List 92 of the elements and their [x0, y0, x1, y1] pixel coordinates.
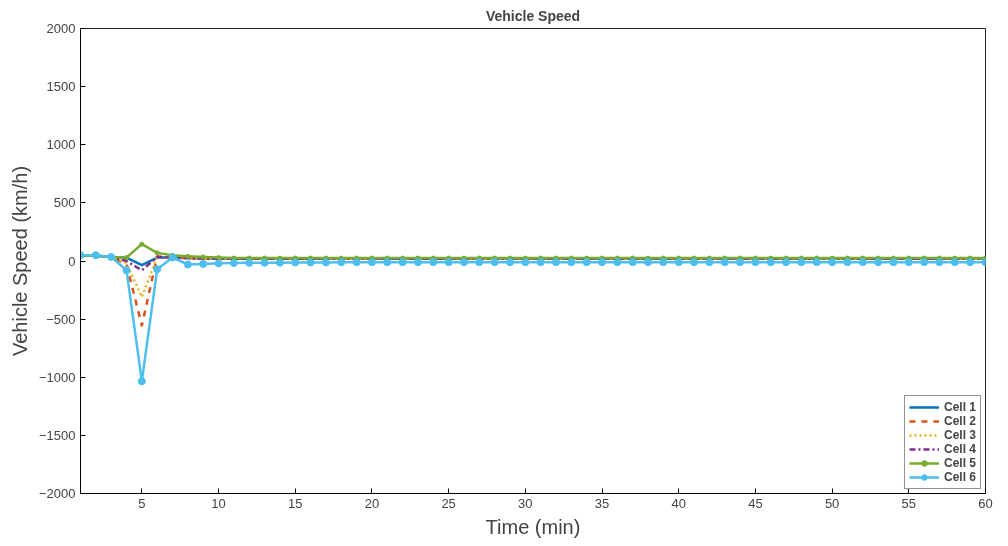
legend-label: Cell 6 [943, 470, 976, 484]
y-tick-label: 2000 [46, 21, 76, 36]
x-tick-label: 30 [518, 495, 533, 511]
point [659, 258, 668, 267]
y-tick-label: 0 [68, 253, 76, 269]
point [124, 255, 130, 261]
point [153, 265, 162, 274]
point [828, 258, 837, 267]
legend-label: Cell 3 [943, 428, 976, 442]
point [690, 258, 699, 267]
y-tick-label: 1000 [46, 137, 76, 153]
point [812, 258, 821, 267]
point [168, 253, 177, 262]
y-tick-label: −1500 [38, 427, 76, 443]
x-tick-label: 15 [288, 495, 303, 511]
point [337, 258, 346, 267]
point [644, 258, 653, 267]
point [245, 258, 254, 267]
x-tick-label: 50 [824, 495, 840, 511]
point [291, 258, 300, 267]
point [613, 258, 622, 267]
point [413, 258, 422, 267]
point [490, 258, 499, 267]
x-tick-label: 25 [441, 495, 456, 511]
point [598, 258, 607, 267]
legend-label: Cell 1 [943, 400, 976, 414]
point [720, 258, 729, 267]
y-axis-title: Vehicle Speed (km/h) [8, 165, 31, 357]
point [139, 241, 145, 247]
point [229, 259, 238, 268]
point [444, 258, 453, 267]
point [260, 258, 269, 267]
point [582, 258, 591, 267]
point [904, 258, 913, 267]
point [966, 258, 975, 267]
point [505, 258, 514, 267]
point [736, 258, 745, 267]
point [275, 258, 284, 267]
point [705, 258, 714, 267]
x-tick-label: 5 [138, 495, 146, 511]
point [429, 258, 438, 267]
point [843, 258, 852, 267]
point [154, 250, 160, 256]
point [782, 258, 791, 267]
point [521, 258, 530, 267]
point [536, 258, 545, 267]
x-tick-label: 60 [978, 495, 993, 511]
point [920, 258, 929, 267]
point [889, 258, 898, 267]
point [214, 259, 223, 268]
point [950, 258, 959, 267]
legend-label: Cell 5 [943, 456, 976, 470]
point [751, 258, 760, 267]
point [185, 253, 191, 259]
point [200, 254, 206, 260]
point [858, 258, 867, 267]
chart-title: Vehicle Speed [485, 7, 581, 24]
x-tick-label: 55 [901, 495, 917, 511]
point [475, 258, 484, 267]
point [797, 258, 806, 267]
point [352, 258, 361, 267]
x-tick-label: 20 [364, 495, 380, 511]
point [122, 266, 131, 275]
point [935, 258, 944, 267]
point [367, 258, 376, 267]
x-axis-title: Time (min) [485, 515, 581, 538]
point [459, 258, 468, 267]
point [306, 258, 315, 267]
point [183, 260, 192, 269]
point [199, 259, 208, 268]
point [398, 258, 407, 267]
point [766, 258, 775, 267]
x-tick-label: 45 [748, 495, 763, 511]
point [321, 258, 330, 267]
point [674, 258, 683, 267]
y-tick-label: 500 [53, 195, 76, 211]
point [552, 258, 561, 267]
point [567, 258, 576, 267]
y-tick-label: 1500 [46, 79, 76, 95]
y-tick-label: −2000 [38, 486, 76, 501]
legend-label: Cell 4 [943, 442, 976, 456]
x-tick-label: 40 [671, 495, 686, 511]
legend-label: Cell 2 [943, 414, 976, 428]
point [874, 258, 883, 267]
point [137, 377, 146, 386]
x-tick-label: 10 [211, 495, 226, 511]
point [216, 255, 222, 261]
point [628, 258, 637, 267]
y-tick-label: −500 [46, 311, 76, 327]
point [383, 258, 392, 267]
x-tick-label: 35 [594, 495, 610, 511]
y-tick-label: −1000 [38, 369, 76, 385]
